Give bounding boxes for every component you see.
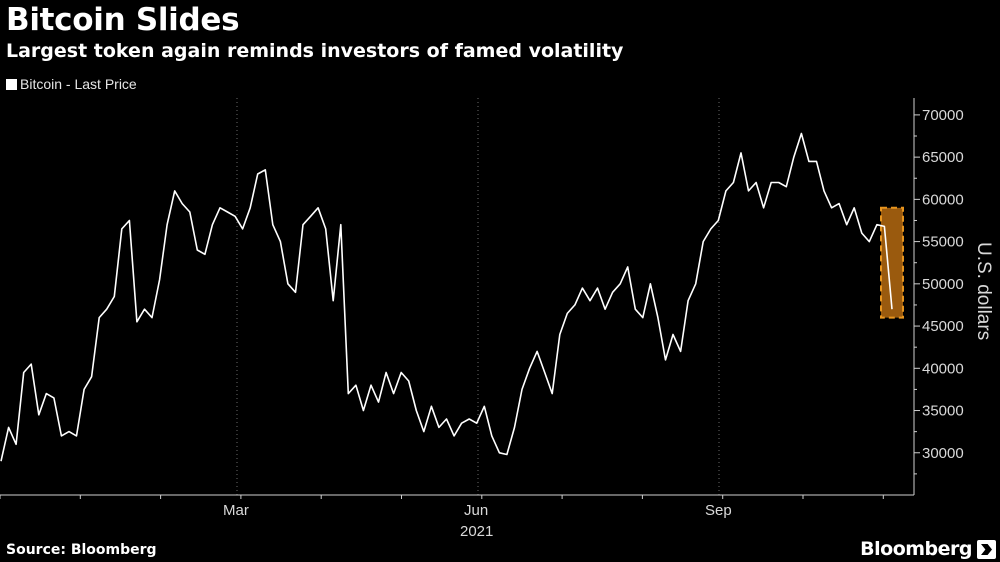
- x-tick-label: Sep: [705, 502, 732, 519]
- legend-label: Bitcoin - Last Price: [20, 76, 137, 92]
- x-axis-year-label: 2021: [460, 523, 493, 540]
- y-tick-label: 60000: [922, 191, 964, 208]
- highlight-layer: [880, 206, 904, 319]
- chart-title: Bitcoin Slides: [6, 2, 240, 38]
- y-tick-label: 35000: [922, 403, 964, 420]
- x-tick-label: Jun: [464, 502, 488, 519]
- grid-lines: [236, 98, 720, 495]
- brand-logo: Bloomberg: [860, 538, 972, 560]
- x-tick-label: Mar: [223, 502, 249, 519]
- line-layer: [0, 132, 893, 462]
- highlight-box: [880, 206, 904, 319]
- y-tick-label: 45000: [922, 318, 964, 335]
- y-tick-label: 55000: [922, 234, 964, 251]
- legend: Bitcoin - Last Price: [6, 76, 137, 92]
- axes: 30000 35000 40000 45000 50000 55000 60000 65000…: [0, 98, 994, 540]
- y-axis-title: U.S. dollars: [973, 242, 994, 340]
- legend-swatch: [6, 78, 17, 90]
- chart-subtitle: Largest token again reminds investors of…: [6, 40, 624, 62]
- bitcoin-price-line: [0, 132, 893, 462]
- source-note: Source: Bloomberg: [6, 542, 157, 558]
- y-tick-label: 40000: [922, 360, 964, 377]
- y-tick-label: 30000: [922, 445, 964, 462]
- y-tick-label: 70000: [922, 107, 964, 124]
- bloomberg-mark-icon: [977, 540, 996, 559]
- y-tick-label: 50000: [922, 276, 964, 293]
- y-tick-label: 65000: [922, 149, 964, 166]
